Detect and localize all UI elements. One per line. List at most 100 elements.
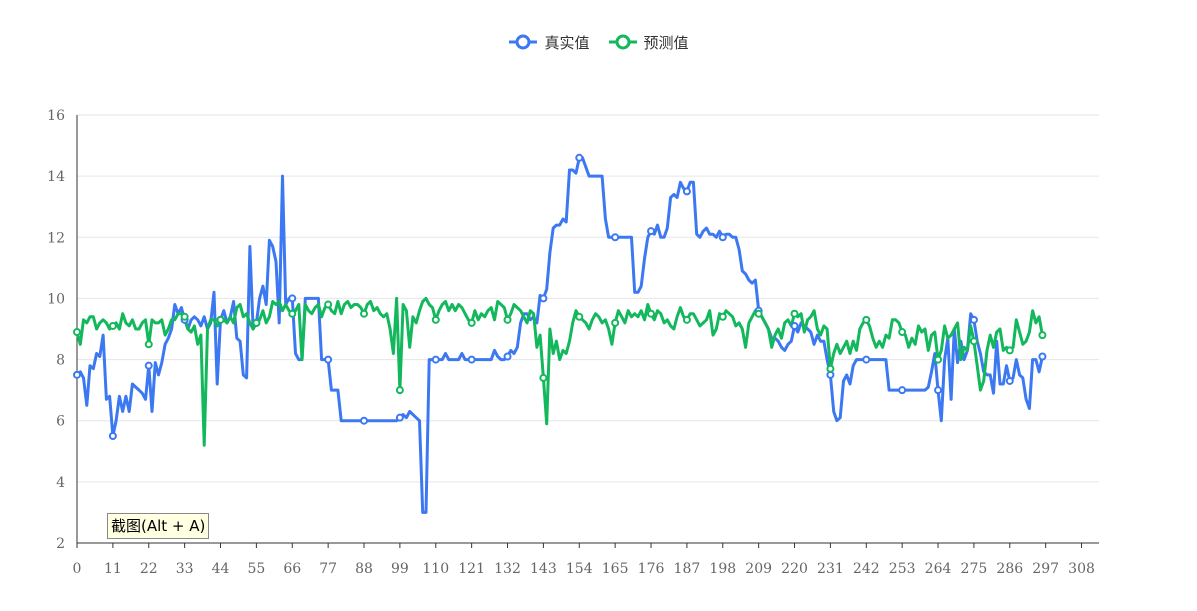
x-tick-label: 264 (925, 561, 952, 577)
data-point-actual (288, 294, 297, 303)
y-tick-label: 10 (47, 291, 65, 307)
x-tick-label: 77 (319, 561, 337, 577)
y-tick-label: 16 (47, 108, 65, 124)
data-point-actual (144, 361, 153, 370)
data-point-predicted (431, 315, 440, 324)
data-point-predicted (754, 309, 763, 318)
legend-circle (615, 34, 630, 50)
data-point-actual (1038, 352, 1047, 361)
x-tick-label: 308 (1068, 561, 1095, 577)
data-point-actual (682, 187, 691, 196)
x-tick-label: 198 (709, 561, 736, 577)
data-point-predicted (108, 321, 117, 330)
data-point-actual (790, 321, 799, 330)
x-tick-label: 154 (566, 561, 593, 577)
series-line-predicted (75, 296, 1044, 447)
data-point-actual (647, 227, 656, 236)
data-point-actual (73, 370, 81, 379)
data-point-predicted (324, 300, 333, 309)
x-tick-label: 55 (247, 561, 265, 577)
data-point-predicted (790, 309, 799, 318)
legend-label-actual: 真实值 (544, 33, 590, 52)
x-tick-label: 286 (996, 561, 1023, 577)
x-tick-label: 132 (494, 561, 521, 577)
data-point-predicted (395, 386, 404, 395)
legend-item-predicted[interactable]: 预测值 (608, 32, 689, 53)
x-tick-label: 11 (104, 561, 122, 577)
x-tick-label: 44 (212, 561, 230, 577)
data-point-actual (575, 153, 584, 162)
data-point-actual (395, 413, 404, 422)
x-tick-label: 297 (1032, 561, 1059, 577)
data-point-actual (324, 355, 333, 364)
data-point-actual (1005, 376, 1014, 385)
data-point-predicted (539, 373, 548, 382)
data-point-actual (826, 370, 835, 379)
data-point-actual (898, 386, 907, 395)
data-point-predicted (180, 312, 189, 321)
data-point-predicted (467, 318, 476, 327)
data-point-predicted (216, 315, 225, 324)
data-point-predicted (647, 309, 656, 318)
x-tick-label: 176 (638, 561, 665, 577)
x-tick-label: 33 (176, 561, 194, 577)
x-tick-label: 275 (961, 561, 988, 577)
screenshot-tooltip: 截图(Alt + A) (107, 513, 210, 539)
x-tick-label: 242 (853, 561, 880, 577)
data-point-predicted (1038, 331, 1047, 340)
data-point-actual (862, 355, 871, 364)
x-tick-label: 99 (391, 561, 409, 577)
x-tick-label: 66 (283, 561, 301, 577)
y-tick-label: 12 (47, 230, 65, 246)
x-tick-label: 253 (889, 561, 916, 577)
x-tick-label: 143 (530, 561, 557, 577)
data-point-predicted (682, 315, 691, 324)
legend-line-circle-icon (608, 34, 637, 50)
x-tick-label: 121 (458, 561, 485, 577)
data-point-actual (503, 352, 512, 361)
data-point-actual (611, 233, 620, 242)
x-tick-label: 231 (817, 561, 844, 577)
x-tick-label: 110 (422, 561, 449, 577)
y-tick-label: 6 (56, 414, 65, 430)
data-point-predicted (575, 312, 584, 321)
y-tick-label: 14 (47, 169, 65, 185)
x-tick-label: 88 (355, 561, 373, 577)
x-tick-label: 0 (73, 561, 82, 577)
data-point-actual (431, 355, 440, 364)
data-point-predicted (252, 318, 261, 327)
series-line-actual (75, 156, 1044, 514)
x-tick-label: 209 (745, 561, 772, 577)
x-tick-label: 165 (602, 561, 629, 577)
data-point-predicted (1005, 346, 1014, 355)
legend-item-actual[interactable]: 真实值 (508, 32, 590, 53)
data-point-actual (360, 416, 369, 425)
data-point-predicted (360, 309, 369, 318)
legend-circle (515, 34, 531, 50)
data-point-predicted (862, 315, 871, 324)
legend-label-predicted: 预测值 (643, 33, 689, 52)
data-point-predicted (503, 315, 512, 324)
y-tick-label: 4 (56, 475, 65, 491)
data-point-actual (934, 386, 943, 395)
data-point-actual (539, 294, 548, 303)
data-point-predicted (826, 364, 835, 373)
y-tick-label: 8 (56, 353, 65, 369)
y-tick-label: 2 (56, 536, 65, 552)
data-point-predicted (898, 328, 907, 337)
data-point-predicted (969, 337, 978, 346)
x-tick-label: 187 (674, 561, 701, 577)
legend-line-circle-icon (509, 34, 538, 50)
x-tick-label: 22 (140, 561, 158, 577)
data-point-actual (108, 432, 117, 440)
chart-legend: 真实值 预测值 (0, 30, 1197, 54)
data-point-predicted (718, 312, 727, 321)
data-point-actual (969, 315, 978, 324)
x-tick-label: 220 (781, 561, 808, 577)
data-point-predicted (611, 318, 620, 327)
data-point-predicted (144, 340, 153, 349)
data-point-actual (467, 355, 476, 364)
data-point-predicted (288, 309, 297, 318)
data-point-predicted (934, 355, 943, 364)
